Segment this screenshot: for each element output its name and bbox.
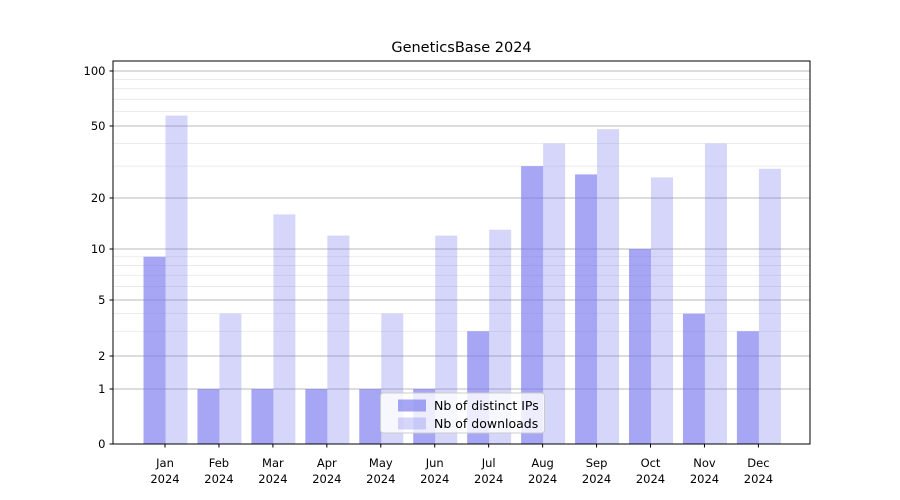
x-tick-label-month: Jan [155,456,174,470]
x-tick-label: Sep 2024 [582,456,611,486]
x-tick-label: May 2024 [366,456,395,486]
x-tick-label-year: 2024 [636,472,665,486]
x-tick-label-year: 2024 [582,472,611,486]
x-tick-label-year: 2024 [744,472,773,486]
y-tick-label: 20 [91,191,106,205]
x-tick-label-year: 2024 [528,472,557,486]
x-tick-label: Aug 2024 [528,456,557,486]
x-tick-label-year: 2024 [474,472,503,486]
x-tick-label-year: 2024 [204,472,233,486]
x-tick-label-month: May [369,456,393,470]
y-tick-label: 5 [98,293,105,307]
x-tick-label-year: 2024 [150,472,179,486]
bar-distinct-ips-aug [521,166,544,444]
x-tick-label-month: Dec [747,456,769,470]
x-tick-label-month: Jun [425,456,444,470]
legend: Nb of distinct IPs Nb of downloads [380,392,545,434]
bar-distinct-ips-may [359,389,382,444]
bar-distinct-ips-oct [629,249,652,444]
bar-downloads-mar [273,214,296,444]
bar-distinct-ips-jan [143,256,166,444]
plot-border [112,60,811,445]
bar-downloads-jun [435,235,458,444]
bar-downloads-jul [489,229,512,444]
y-tick-label: 10 [91,242,106,256]
y-tick-label: 1 [98,382,105,396]
x-tick-label-year: 2024 [690,472,719,486]
bar-downloads-dec [758,168,781,444]
bar-distinct-ips-feb [197,389,220,444]
x-tick-label-month: Nov [693,456,716,470]
x-tick-label-year: 2024 [420,472,449,486]
bar-downloads-feb [219,313,242,444]
bar-downloads-oct [651,177,674,444]
x-tick-label: Dec 2024 [744,456,773,486]
chart-title: GeneticsBase 2024 [391,40,531,56]
bar-downloads-jan [165,115,188,444]
legend-swatch-downloads [398,417,426,430]
bar-distinct-ips-sep [575,174,598,445]
x-tick-label-month: Aug [531,456,553,470]
bar-downloads-aug [543,143,566,444]
x-tick-label: Feb 2024 [204,456,233,486]
bar-distinct-ips-dec [736,331,759,444]
x-tick-label-year: 2024 [258,472,287,486]
x-tick-label: Oct 2024 [636,456,665,486]
legend-swatch-distinct-ips [398,399,426,412]
legend-label-distinct-ips: Nb of distinct IPs [434,398,539,413]
y-tick-label: 0 [98,437,105,451]
x-tick-label: Jul 2024 [474,456,503,486]
x-tick-label-month: Feb [209,456,229,470]
x-tick-label-year: 2024 [312,472,341,486]
y-tick-label: 50 [91,119,106,133]
x-tick-label: Mar 2024 [258,456,287,486]
bar-downloads-nov [704,143,727,444]
x-tick-label: Jun 2024 [420,456,449,486]
x-tick-label-month: Mar [262,456,284,470]
x-tick-label: Apr 2024 [312,456,341,486]
y-tick-label: 2 [98,349,105,363]
legend-label-downloads: Nb of downloads [434,416,538,431]
x-tick-label-month: Jul [481,456,496,470]
x-tick-label: Nov 2024 [690,456,719,486]
x-tick-label-month: Oct [641,456,661,470]
bar-distinct-ips-apr [305,389,328,444]
y-tick-label: 100 [84,64,106,78]
x-tick-label-month: Sep [586,456,608,470]
x-tick-label-year: 2024 [366,472,395,486]
x-tick-label-month: Apr [317,456,337,470]
x-tick-label: Jan 2024 [150,456,179,486]
bar-distinct-ips-nov [682,313,705,444]
bar-distinct-ips-mar [251,389,274,444]
bar-downloads-sep [597,129,620,444]
bar-downloads-apr [327,235,350,444]
